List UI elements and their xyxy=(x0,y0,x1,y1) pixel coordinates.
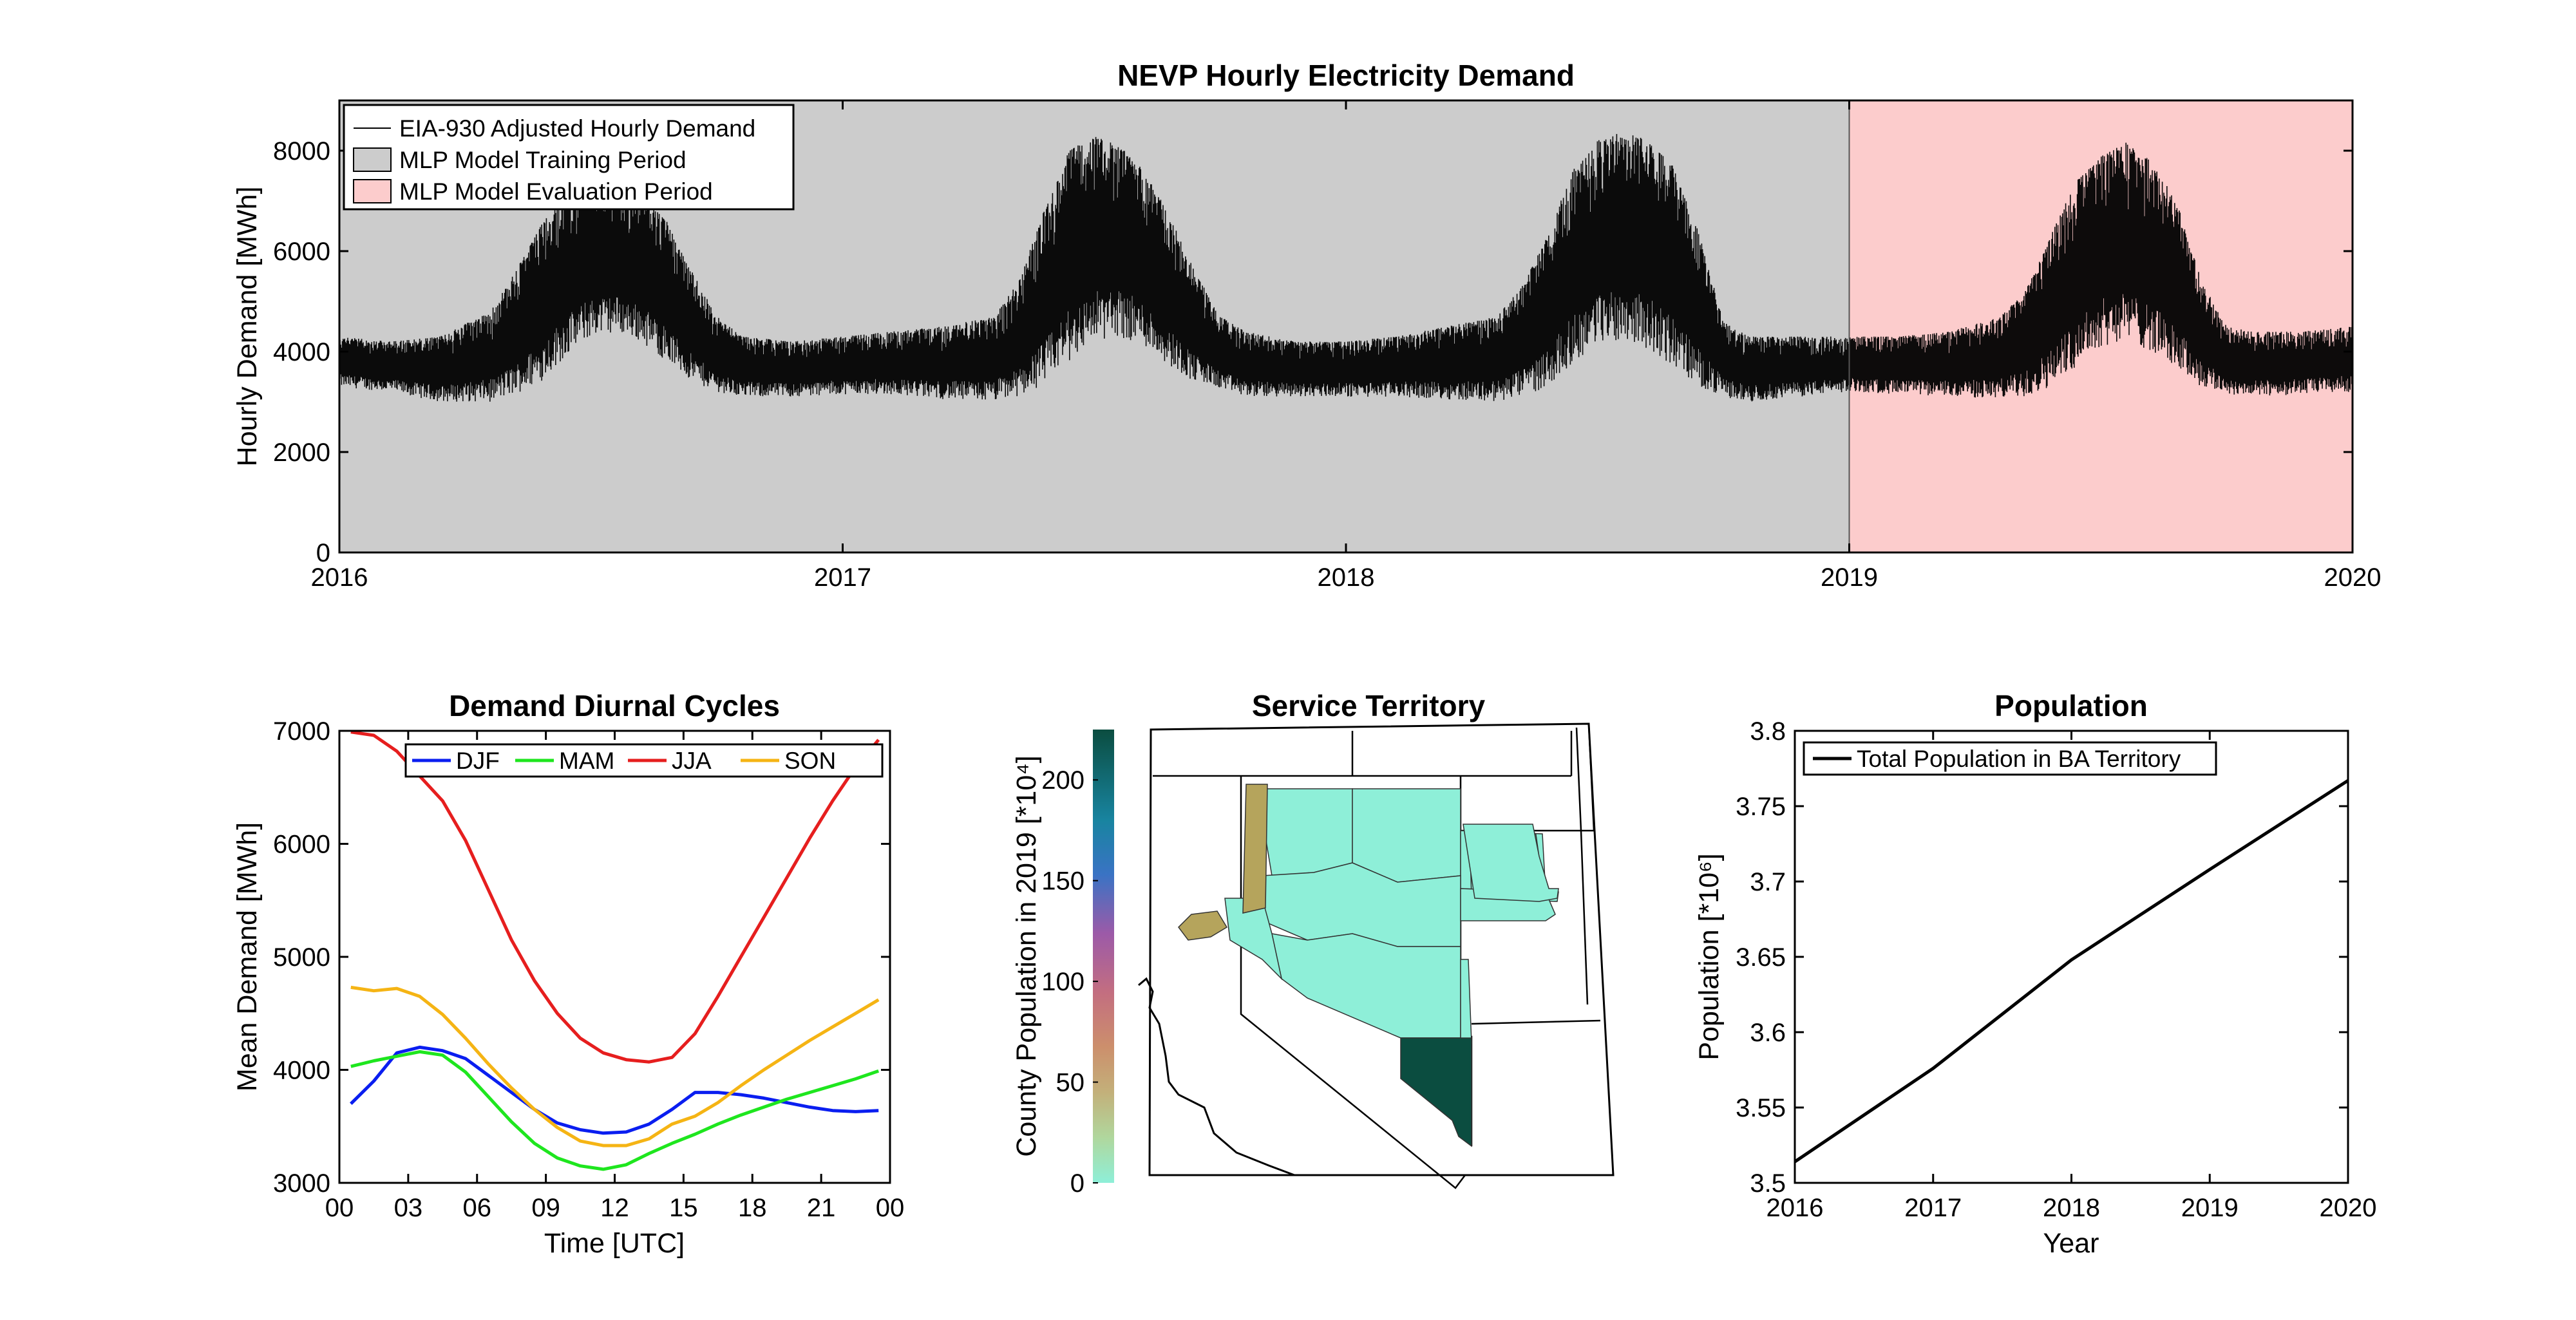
series-djf xyxy=(350,1045,879,1135)
county-northwest xyxy=(1265,788,1353,876)
y-tick-label: 3.75 xyxy=(1736,793,1786,821)
x-tick-label: 2016 xyxy=(311,563,368,592)
diurnal-xlabel: Time [UTC] xyxy=(544,1228,685,1259)
x-tick-label: 2018 xyxy=(2043,1194,2100,1222)
colorbar-ticks: 0 50 100 150 200 xyxy=(1041,766,1098,1198)
x-tick-label: 2019 xyxy=(2181,1194,2239,1222)
x-tick-label: 15 xyxy=(669,1194,698,1222)
colorbar-tick-label: 100 xyxy=(1041,968,1084,996)
demand-axis-ticks: 2016 2017 2018 2019 2020 0 2000 4000 6000 8000 xyxy=(273,100,2381,592)
legend-demand-label: EIA-930 Adjusted Hourly Demand xyxy=(399,115,755,142)
diurnal-axes-bg xyxy=(339,731,890,1183)
population-axis-ticks: 2016 2017 2018 2019 2020 3.5 3.55 3.6 3.65 3.7 3.7… xyxy=(1736,717,2376,1222)
diurnal-ylabel: Mean Demand [MWh] xyxy=(232,822,263,1091)
county-north-central xyxy=(1352,788,1461,883)
coastline xyxy=(1138,977,1295,1176)
colorbar-tick-label: 50 xyxy=(1056,1069,1085,1097)
x-tick-label: 2019 xyxy=(1821,563,1878,592)
map-title: Service Territory xyxy=(1252,689,1486,722)
y-tick-label: 4000 xyxy=(273,338,330,366)
population-xlabel: Year xyxy=(2043,1228,2099,1259)
service-territory-map: Service Territory 0 50 100 150 200 County Po… xyxy=(1011,689,1615,1198)
county-oregon-strip xyxy=(1242,784,1268,914)
legend-evaluation-swatch xyxy=(353,179,392,203)
x-tick-label: 12 xyxy=(600,1194,629,1222)
diurnal-title: Demand Diurnal Cycles xyxy=(449,689,780,722)
y-tick-label: 2000 xyxy=(273,438,330,467)
y-tick-label: 3000 xyxy=(273,1169,330,1198)
y-tick-label: 3.5 xyxy=(1750,1169,1786,1198)
y-tick-label: 3.65 xyxy=(1736,943,1786,972)
population-chart: 2016 2017 2018 2019 2020 3.5 3.55 3.6 3.65 3.7 3.7… xyxy=(1694,689,2376,1259)
county-east-light xyxy=(1463,824,1559,902)
county-polygons xyxy=(1178,784,1559,1147)
population-axes-bg xyxy=(1795,731,2348,1183)
legend-djf-label: DJF xyxy=(456,748,500,774)
x-tick-label: 09 xyxy=(531,1194,560,1222)
x-tick-label: 00 xyxy=(876,1194,905,1222)
y-tick-label: 3.8 xyxy=(1750,717,1786,746)
x-tick-label: 2020 xyxy=(2320,1194,2377,1222)
diurnal-legend: DJF MAM JJA SON xyxy=(404,743,884,778)
series-son xyxy=(350,985,880,1147)
x-tick-label: 21 xyxy=(807,1194,836,1222)
x-tick-label: 2016 xyxy=(1766,1194,1824,1222)
y-tick-label: 6000 xyxy=(273,831,330,859)
y-tick-label: 6000 xyxy=(273,238,330,266)
colorbar xyxy=(1093,730,1114,1183)
diurnal-series xyxy=(350,730,880,1171)
x-tick-label: 2020 xyxy=(2324,563,2382,592)
colorbar-label: County Population in 2019 [*10⁴] xyxy=(1011,755,1042,1156)
legend-population-label: Total Population in BA Territory xyxy=(1857,746,2181,772)
colorbar-tick-label: 150 xyxy=(1041,867,1084,896)
x-tick-label: 2018 xyxy=(1318,563,1375,592)
y-tick-label: 5000 xyxy=(273,943,330,972)
y-tick-label: 3.7 xyxy=(1750,868,1786,896)
legend-son-label: SON xyxy=(784,748,836,774)
y-tick-label: 4000 xyxy=(273,1057,330,1085)
y-tick-label: 0 xyxy=(316,539,330,567)
legend-mam-label: MAM xyxy=(559,748,614,774)
county-clark xyxy=(1400,1037,1472,1147)
x-tick-label: 03 xyxy=(394,1194,423,1222)
colorbar-tick-label: 0 xyxy=(1070,1169,1084,1198)
county-ca-strip xyxy=(1178,910,1228,941)
population-ylabel: Population [*10⁶] xyxy=(1694,853,1725,1060)
population-title: Population xyxy=(1994,689,2148,722)
population-series xyxy=(1794,779,2349,1164)
y-tick-label: 7000 xyxy=(273,717,330,746)
series-mam xyxy=(350,1050,880,1171)
legend-evaluation-label: MLP Model Evaluation Period xyxy=(399,178,713,205)
legend-training-label: MLP Model Training Period xyxy=(399,147,687,173)
colorbar-tick-label: 200 xyxy=(1041,766,1084,795)
demand-legend: EIA-930 Adjusted Hourly Demand MLP Model… xyxy=(343,104,795,211)
x-tick-label: 00 xyxy=(325,1194,354,1222)
x-tick-label: 18 xyxy=(738,1194,767,1222)
x-tick-label: 06 xyxy=(463,1194,492,1222)
y-tick-label: 8000 xyxy=(273,137,330,165)
x-tick-label: 2017 xyxy=(814,563,871,592)
y-tick-label: 3.6 xyxy=(1750,1019,1786,1047)
y-tick-label: 3.55 xyxy=(1736,1094,1786,1122)
demand-ylabel: Hourly Demand [MWh] xyxy=(232,187,263,467)
demand-chart: 2016 2017 2018 2019 2020 0 2000 4000 6000 8000 NE… xyxy=(232,59,2381,592)
x-tick-label: 2017 xyxy=(1904,1194,1962,1222)
legend-training-swatch xyxy=(353,147,392,172)
series-jja xyxy=(350,730,880,1064)
demand-title: NEVP Hourly Electricity Demand xyxy=(1117,59,1575,92)
population-legend: Total Population in BA Territory xyxy=(1803,741,2217,776)
population-line xyxy=(1794,779,2349,1164)
legend-jja-label: JJA xyxy=(672,748,712,774)
